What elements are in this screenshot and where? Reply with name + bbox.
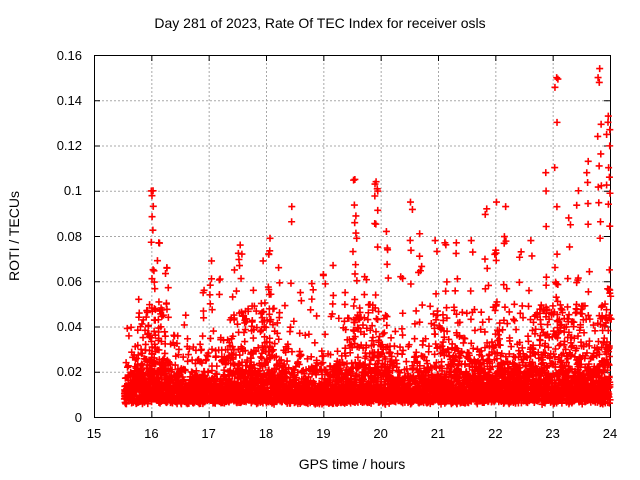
y-tick-label: 0.02 — [56, 364, 82, 380]
y-tick-label: 0.12 — [56, 138, 82, 153]
x-tick-label: 20 — [373, 426, 388, 441]
y-tick-label: 0.1 — [63, 183, 82, 199]
x-tick-label: 15 — [86, 426, 102, 441]
x-axis-label: GPS time / hours — [298, 456, 406, 472]
y-tick-label: 0.08 — [56, 228, 82, 244]
y-tick-label: 0.14 — [56, 92, 82, 108]
x-tick-label: 18 — [258, 426, 274, 441]
y-tick-label: 0.04 — [56, 319, 82, 334]
x-tick-label: 24 — [602, 426, 618, 441]
x-tick-label: 17 — [201, 426, 216, 441]
y-tick-label: 0.16 — [56, 47, 82, 63]
x-tick-label: 19 — [316, 426, 331, 441]
x-tick-label: 22 — [488, 426, 503, 441]
y-tick-label: 0 — [74, 409, 82, 425]
y-tick-label: 0.06 — [56, 273, 82, 289]
x-tick-label: 23 — [545, 426, 560, 441]
x-tick-label: 16 — [144, 426, 159, 441]
x-tick-label: 21 — [430, 426, 446, 441]
